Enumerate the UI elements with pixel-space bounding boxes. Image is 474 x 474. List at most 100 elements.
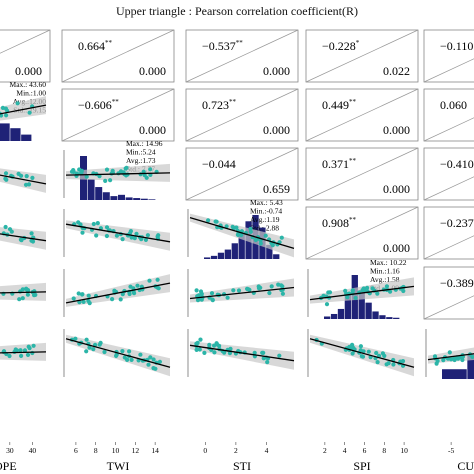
scatter-point <box>84 174 89 179</box>
scatter-point <box>434 361 439 366</box>
scatter-point <box>350 351 355 356</box>
scatter-point <box>213 219 218 224</box>
confidence-band <box>66 274 170 307</box>
histogram-bar <box>344 293 352 319</box>
stat-label: Std.: 2.88 <box>250 224 279 233</box>
scatter-point <box>71 168 76 173</box>
histogram-bar <box>217 252 225 259</box>
x-tick-label: 40 <box>29 446 37 455</box>
scatter-point <box>248 226 253 231</box>
scatter-point <box>361 286 366 291</box>
scatter-point <box>225 295 230 300</box>
scatter-point <box>157 359 162 364</box>
corr-cell-diagonal <box>423 295 474 320</box>
scatter-point <box>146 362 151 367</box>
x-tick-label: 10 <box>112 446 120 455</box>
scatter-point <box>147 278 152 283</box>
scatter-point <box>143 237 148 242</box>
scatter-point <box>125 357 130 362</box>
scatter-point <box>209 291 215 296</box>
scatter-point <box>129 357 134 362</box>
scatter-point <box>359 354 364 359</box>
scatter-point <box>227 351 232 356</box>
confidence-band <box>190 278 294 303</box>
scatter-point <box>144 175 149 180</box>
histogram-bar <box>386 317 393 319</box>
histogram-bar <box>118 194 125 200</box>
corr-cell-diagonal <box>423 117 474 142</box>
scatter-point <box>245 286 250 291</box>
scatter-point <box>447 350 452 355</box>
scatter-point <box>116 171 121 176</box>
scatter-point <box>155 234 160 239</box>
scatter-point <box>384 284 389 289</box>
scatter-point <box>263 233 268 238</box>
histogram-bar <box>204 257 211 259</box>
trend-line <box>189 286 295 300</box>
scatter-point <box>104 233 109 239</box>
p-value: 0.659 <box>263 182 290 196</box>
corr-cell-diagonal <box>423 58 474 83</box>
stat-label: Max.: 14.96 <box>126 139 163 148</box>
scatter-point <box>252 350 257 355</box>
scatter-point <box>71 296 76 301</box>
scatter-point <box>382 353 387 358</box>
x-tick-label: 10 <box>400 446 408 455</box>
corr-cell-border <box>0 29 51 83</box>
scatter-point <box>30 175 35 180</box>
x-tick-label: 2 <box>323 446 327 455</box>
histogram-bar <box>210 255 218 259</box>
variable-label: TWI <box>107 459 130 473</box>
histogram-bar <box>273 254 280 259</box>
stat-label: Min.:1.00 <box>16 89 46 98</box>
scatter-point <box>132 236 137 241</box>
scatter-point <box>84 349 89 354</box>
corr-coefficient: −0.389** <box>440 276 474 290</box>
scatter-point <box>27 110 32 115</box>
corr-coefficient: 0.664** <box>78 39 113 53</box>
trend-line <box>65 338 171 368</box>
trend-line <box>65 223 171 243</box>
scatter-point <box>258 241 263 246</box>
scatter-point <box>224 224 229 229</box>
scatter-point <box>375 360 380 365</box>
scatter-point <box>353 295 358 301</box>
corr-cell-diagonal <box>185 29 299 83</box>
scatter-point <box>327 290 333 295</box>
scatter-point <box>370 286 375 291</box>
corr-cell-border <box>423 88 474 142</box>
scatter-point <box>375 291 380 296</box>
histogram-bar <box>337 308 345 319</box>
scatter-point <box>98 340 103 345</box>
corr-cell-diagonal <box>0 29 51 54</box>
scatter-point <box>449 357 454 362</box>
p-value: 0.000 <box>383 241 410 255</box>
scatter-point <box>25 292 30 297</box>
significance-marker: ** <box>349 98 357 106</box>
histogram-bar <box>140 198 148 200</box>
histogram-bar <box>110 196 118 200</box>
x-tick-label: 4 <box>265 446 269 455</box>
scatter-point <box>7 227 13 232</box>
scatter-point <box>145 233 150 238</box>
histogram-bar <box>330 313 338 319</box>
trend-line <box>0 233 47 242</box>
scatter-point <box>114 233 119 238</box>
scatter-point <box>120 349 125 354</box>
scatter-point <box>7 353 12 359</box>
scatter-point <box>73 336 78 341</box>
scatter-point <box>156 286 161 291</box>
scatter-point <box>76 291 81 296</box>
scatter-point <box>456 356 461 361</box>
scatter-point <box>384 362 389 367</box>
stat-label: Avg.:1.58 <box>370 275 400 284</box>
scatter-point <box>108 178 113 183</box>
histogram-bar <box>379 315 386 319</box>
scatter-point <box>212 350 217 355</box>
variable-label: CU <box>457 459 474 473</box>
scatter-point <box>222 350 227 355</box>
corr-cell-diagonal <box>423 176 474 201</box>
scatter-point <box>17 297 22 302</box>
histogram-bar <box>87 179 95 200</box>
scatter-point <box>197 347 202 352</box>
